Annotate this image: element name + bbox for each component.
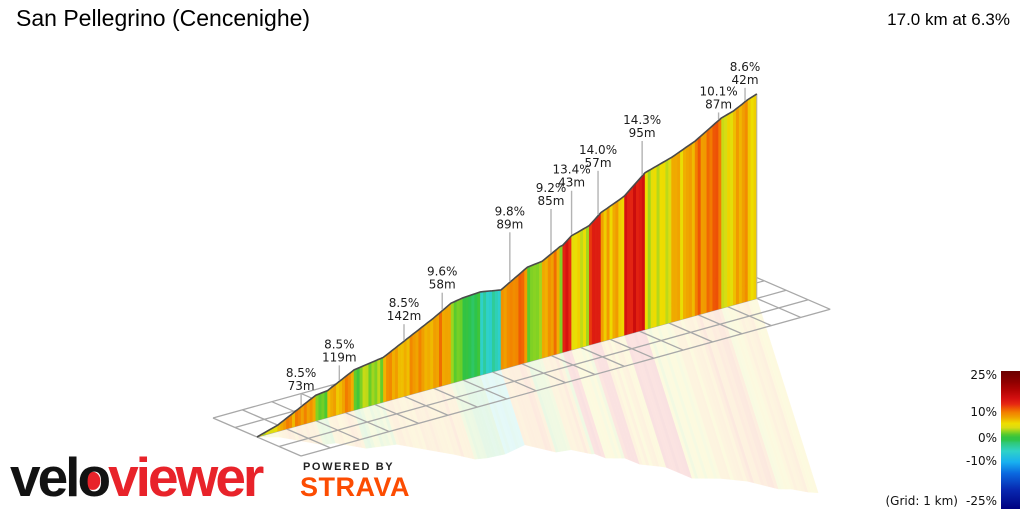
legend-tick: 10% [970,405,997,419]
climb-title: San Pellegrino (Cencenighe) [16,5,311,31]
legend-tick: -10% [965,454,997,468]
segment-annotation: 10.1% 87m [700,84,738,111]
segment-annotation: 13.4% 43m [553,163,591,190]
grid-note: (Grid: 1 km) [885,494,959,508]
veloviewer-logo-velo: velo [10,446,111,508]
legend-tick: -25% [965,494,997,508]
veloviewer-logo[interactable]: velo viewer [10,450,264,505]
segment-annotation: 8.6% 42m [730,60,761,87]
segment-annotation: 8.5% 119m [322,337,357,364]
segment-annotation: 8.5% 142m [387,296,422,323]
segment-annotation: 14.3% 95m [623,113,661,140]
legend-tick: 25% [970,368,997,382]
segment-annotation: 9.8% 89m [495,204,526,231]
powered-by-label: POWERED BY [303,461,395,473]
veloviewer-logo-viewer: viewer [108,446,264,508]
legend-tick: 0% [977,431,997,445]
veloviewer-logo-dot [85,471,101,490]
strava-logo[interactable]: STRAVA [300,472,410,502]
segment-annotation: 9.2% 85m [536,181,567,208]
climb-summary: 17.0 km at 6.3% [887,10,1010,29]
segment-annotation: 8.5% 73m [286,366,317,393]
segment-annotation: 9.6% 58m [427,265,458,292]
gradient-colorbar [1001,371,1020,509]
segment-annotation: 14.0% 57m [579,143,617,170]
